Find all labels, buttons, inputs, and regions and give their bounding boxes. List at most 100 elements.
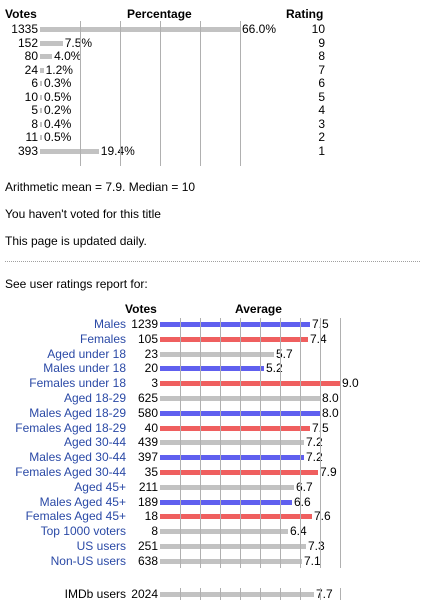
rating-value: 1: [318, 143, 325, 158]
breakdown-average: 7.3: [308, 539, 325, 553]
rating-value: 2: [318, 130, 325, 144]
rating-value: 10: [311, 22, 325, 36]
rating-row: 6 0.3% 6: [0, 77, 437, 90]
grid-tick: [220, 588, 221, 600]
rating-bar: [40, 121, 42, 127]
grid-tick: [320, 588, 321, 600]
breakdown-votes: 1239: [131, 317, 158, 331]
breakdown-votes-header: Votes: [125, 302, 157, 316]
rating-percent: 0.5%: [44, 89, 72, 104]
grid-tick: [280, 588, 281, 600]
rating-row: 8 0.4% 3: [0, 116, 437, 131]
rating-row: 80 4.0% 8: [0, 50, 437, 63]
section-divider: [5, 261, 420, 262]
grid-tick: [260, 318, 261, 568]
rating-votes: 393: [17, 143, 38, 158]
rating-value: 6: [318, 76, 325, 90]
rating-percent: 4.0%: [54, 49, 82, 63]
rating-percent: 0.5%: [44, 130, 72, 144]
rating-value: 9: [318, 35, 325, 50]
rating-bar: [40, 81, 42, 86]
breakdown-label-link[interactable]: Aged under 18: [47, 346, 126, 361]
grid-tick: [340, 588, 341, 600]
vote-status: You haven't voted for this title: [5, 207, 161, 221]
breakdown-bar-neutral: [160, 529, 288, 535]
breakdown-average: 5.7: [276, 346, 293, 361]
breakdown-bar-neutral: [160, 592, 314, 597]
rating-percent: 0.4%: [44, 116, 72, 131]
percentage-column-header: Percentage: [127, 7, 192, 21]
breakdown-average: 7.2: [306, 435, 323, 450]
grid-tick: [240, 318, 241, 568]
breakdown-label-link[interactable]: Males: [93, 317, 126, 331]
grid-tick: [180, 588, 181, 600]
grid-tick: [200, 318, 201, 568]
rating-value: 8: [318, 49, 325, 63]
rating-votes: 5: [31, 103, 38, 117]
stats-line: Arithmetic mean = 7.9. Median = 10: [5, 180, 196, 194]
grid-tick: [80, 21, 81, 166]
breakdown-label-link[interactable]: Males Aged 30-44: [29, 450, 126, 465]
breakdown-bar-neutral: [160, 440, 304, 446]
breakdown-average: 7.9: [320, 465, 337, 479]
breakdown-label-link[interactable]: Males under 18: [43, 361, 126, 376]
breakdown-votes: 18: [144, 509, 158, 524]
breakdown-votes: 105: [137, 331, 158, 346]
rating-bar: [40, 67, 44, 73]
grid-tick: [320, 318, 321, 568]
rating-bar: [40, 54, 53, 59]
breakdown-votes: 8: [151, 524, 158, 539]
breakdown-label-link[interactable]: Females under 18: [29, 376, 126, 391]
breakdown-label-link[interactable]: Females Aged 30-44: [15, 465, 126, 479]
breakdown-average: 7.6: [314, 509, 331, 524]
breakdown-bar-neutral: [160, 558, 302, 564]
breakdown-label-link: IMDb users: [64, 587, 126, 601]
breakdown-bar-male: [160, 499, 292, 505]
breakdown-bar-neutral: [160, 544, 306, 549]
update-note: This page is updated daily.: [5, 234, 147, 248]
breakdown-bar-female: [160, 514, 312, 520]
breakdown-label-link[interactable]: Females Aged 45+: [25, 509, 126, 524]
breakdown-bar-male: [160, 322, 310, 327]
grid-tick: [300, 318, 301, 568]
grid-tick: [180, 318, 181, 568]
breakdown-average: 9.0: [342, 376, 359, 391]
rating-bar: [40, 94, 42, 100]
breakdown-label-link[interactable]: Top 1000 voters: [40, 524, 126, 539]
grid-tick: [280, 318, 281, 568]
rating-value: 5: [318, 89, 325, 104]
breakdown-votes: 625: [137, 391, 158, 405]
grid-tick: [200, 21, 201, 166]
breakdown-votes: 3: [151, 376, 158, 391]
breakdown-label-link[interactable]: Females Aged 18-29: [15, 420, 126, 435]
rating-percent: 66.0%: [242, 22, 277, 36]
rating-row: 393 19.4% 1: [0, 143, 437, 158]
rating-votes: 24: [24, 62, 38, 77]
grid-tick: [260, 588, 261, 600]
breakdown-label-link[interactable]: US users: [76, 539, 126, 553]
grid-tick: [340, 318, 341, 568]
breakdown-label-link[interactable]: Males Aged 18-29: [29, 405, 126, 420]
breakdown-votes: 23: [144, 346, 158, 361]
breakdown-votes: 40: [144, 420, 158, 435]
breakdown-bar-female: [160, 381, 340, 387]
breakdown-average: 6.6: [294, 494, 311, 509]
breakdown-average: 8.0: [322, 405, 339, 420]
grid-tick: [120, 21, 121, 166]
breakdown-label-link[interactable]: Females: [79, 331, 126, 346]
rating-value: 7: [318, 62, 325, 77]
breakdown-average: 7.4: [310, 331, 327, 346]
breakdown-label-link[interactable]: Aged 18-29: [63, 391, 126, 405]
breakdown-label-link[interactable]: Aged 45+: [74, 479, 126, 494]
grid-tick: [220, 318, 221, 568]
votes-column-header: Votes: [5, 7, 37, 21]
report-intro: See user ratings report for:: [5, 277, 148, 291]
breakdown-label-link[interactable]: Non-US users: [50, 553, 126, 568]
breakdown-label-link[interactable]: Males Aged 45+: [39, 494, 126, 509]
rating-column-header: Rating: [286, 7, 324, 21]
rating-votes: 80: [24, 49, 38, 63]
rating-row: 152 7.5% 9: [0, 35, 437, 50]
breakdown-label-link[interactable]: Aged 30-44: [63, 435, 126, 450]
rating-percent: 0.2%: [44, 103, 72, 117]
breakdown-votes: 580: [137, 405, 158, 420]
